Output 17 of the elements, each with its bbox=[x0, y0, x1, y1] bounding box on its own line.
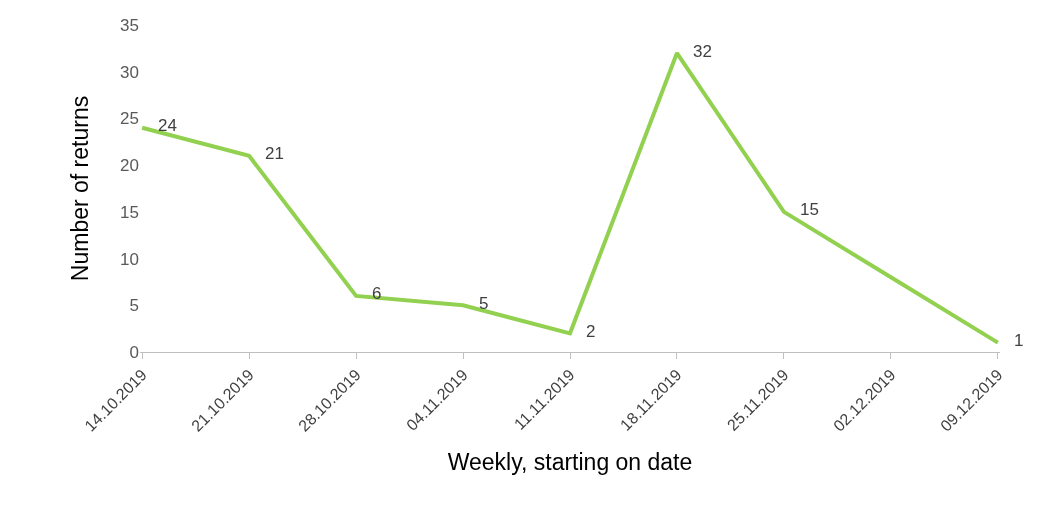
data-label: 32 bbox=[693, 42, 712, 61]
data-label: 1 bbox=[1014, 331, 1024, 350]
y-tick-label: 25 bbox=[120, 109, 139, 129]
y-axis-title: Number of returns bbox=[66, 95, 93, 282]
y-tick-label: 35 bbox=[120, 15, 139, 35]
y-tick-label: 10 bbox=[120, 249, 139, 269]
y-tick-label: 30 bbox=[120, 62, 139, 82]
x-axis-title: Weekly, starting on date bbox=[447, 449, 693, 476]
y-tick-label: 5 bbox=[129, 296, 139, 316]
y-tick-label: 20 bbox=[120, 156, 139, 176]
y-tick-label: 15 bbox=[120, 202, 139, 222]
data-label: 24 bbox=[158, 116, 177, 135]
data-label: 21 bbox=[265, 144, 284, 163]
data-label: 15 bbox=[800, 200, 819, 219]
y-tick-label: 0 bbox=[129, 342, 139, 362]
data-label: 2 bbox=[586, 322, 596, 341]
data-label: 5 bbox=[479, 294, 489, 313]
